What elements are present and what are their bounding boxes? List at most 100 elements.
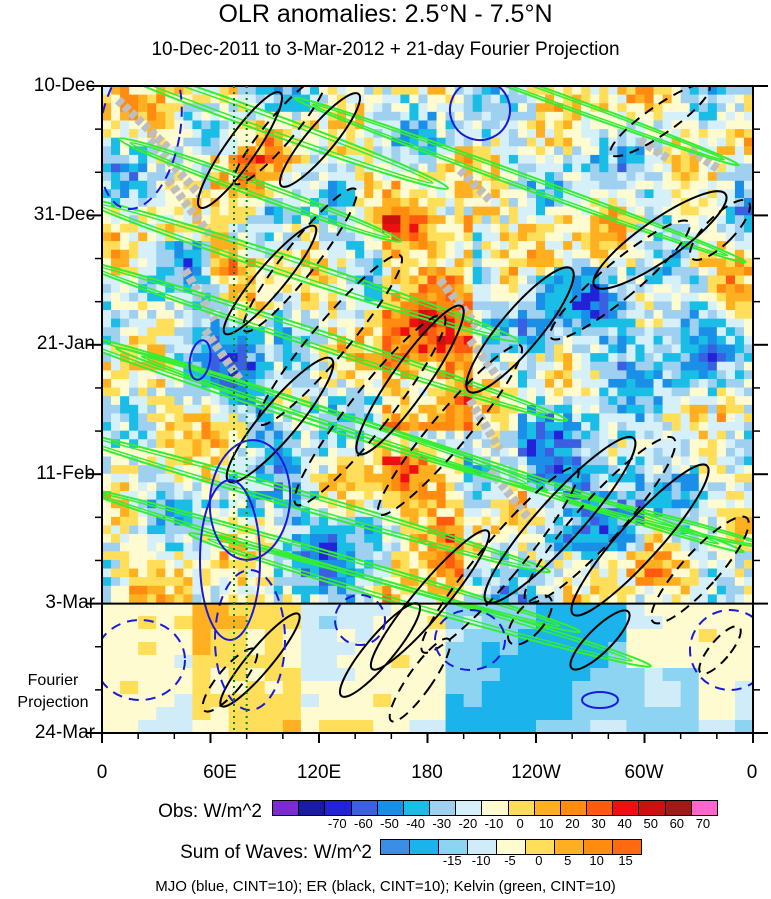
chart-subtitle: 10-Dec-2011 to 3-Mar-2012 + 21-day Fouri… <box>151 39 620 60</box>
er-contour <box>483 435 637 605</box>
y-tick-label: 11-Feb <box>36 463 95 484</box>
mjo-contour <box>214 569 286 711</box>
missing-data-streak <box>181 267 219 323</box>
colorbar-swatch <box>468 840 497 854</box>
waves-colorbar-tick: -15 <box>442 853 462 868</box>
obs-colorbar-tick: 50 <box>643 816 658 831</box>
er-contour <box>609 86 711 158</box>
colorbar-swatch <box>534 801 561 815</box>
colorbar-swatch <box>482 801 509 815</box>
obs-colorbar-tick: -10 <box>484 816 504 831</box>
missing-data-streak <box>201 327 244 383</box>
mjo-contour <box>689 609 753 691</box>
missing-data-streak <box>456 166 494 204</box>
colorbar-swatch <box>584 840 613 854</box>
obs-colorbar-tick: -20 <box>458 816 478 831</box>
chart-title: OLR anomalies: 2.5°N - 7.5°N <box>218 0 553 28</box>
obs-colorbar-tick: -60 <box>354 816 373 831</box>
colorbar-swatch <box>613 801 640 815</box>
missing-data-streak <box>164 177 214 238</box>
obs-colorbar-tick: -40 <box>406 816 426 831</box>
colorbar-swatch <box>456 801 483 815</box>
er-contour <box>376 343 524 517</box>
kelvin-contour <box>102 203 503 337</box>
waves-colorbar-tick: 5 <box>564 853 572 868</box>
kelvin-contour <box>102 86 449 191</box>
er-contour <box>242 187 358 333</box>
x-tick-label: 0 <box>746 762 758 783</box>
mjo-contour <box>449 86 511 141</box>
er-contour <box>222 224 318 336</box>
obs-colorbar-tick: -30 <box>432 816 452 831</box>
colorbar-swatch <box>587 801 614 815</box>
kelvin-contour <box>293 96 747 264</box>
colorbar-swatch <box>403 801 431 815</box>
mjo-contour <box>208 439 292 561</box>
axes <box>87 85 768 743</box>
mjo-contour <box>434 609 506 671</box>
colorbar-swatch <box>560 801 588 815</box>
kelvin-contour <box>115 346 745 554</box>
er-contour <box>698 625 742 675</box>
er-contour <box>293 313 447 507</box>
kelvin-contour <box>102 426 551 574</box>
obs-colorbar <box>272 800 718 816</box>
x-tick-label: 0 <box>96 762 108 783</box>
missing-data-streak <box>114 96 174 154</box>
er-contour <box>256 253 404 427</box>
obs-colorbar-tick: -50 <box>380 816 399 831</box>
colorbar-swatch <box>691 801 717 815</box>
waves-colorbar-tick: -5 <box>504 853 516 868</box>
missing-data-streak <box>486 467 534 523</box>
kelvin-contour <box>140 355 720 545</box>
er-contour <box>219 612 301 708</box>
kelvin-contour <box>102 258 569 422</box>
waves-colorbar-tick: 10 <box>589 853 604 868</box>
er-contour <box>570 463 710 617</box>
y-tick-label: 21-Jan <box>36 333 95 354</box>
kelvin-contour <box>380 86 740 167</box>
mjo-contour <box>102 619 186 701</box>
er-contour <box>369 529 491 671</box>
colorbar-swatch <box>430 801 457 815</box>
kelvin-contour <box>129 141 391 239</box>
kelvin-contour <box>118 137 402 243</box>
mjo-contour <box>188 339 212 381</box>
mjo-contour <box>334 594 386 646</box>
colorbar-swatch <box>325 801 352 815</box>
er-contour <box>355 304 465 456</box>
er-contour <box>592 190 728 290</box>
colorbar-swatch <box>299 801 326 815</box>
obs-colorbar-tick: 60 <box>669 816 685 831</box>
colorbar-swatch <box>526 840 555 854</box>
mjo-contour <box>581 691 619 709</box>
x-tick-label: 180 <box>411 762 443 783</box>
missing-data-streak <box>466 337 504 383</box>
waves-colorbar-title: Sum of Waves: W/m^2 <box>180 842 372 863</box>
colorbar-swatch <box>639 801 666 815</box>
contour-caption: MJO (blue, CINT=10); ER (black, CINT=10)… <box>155 878 616 895</box>
colorbar-swatch <box>273 801 300 815</box>
obs-colorbar-tick: 20 <box>565 816 580 831</box>
wave-contours <box>102 86 753 723</box>
missing-data-streak <box>637 136 673 164</box>
kelvin-contour <box>102 486 581 634</box>
obs-colorbar-tick: 0 <box>516 816 524 831</box>
colorbar-swatch <box>555 840 584 854</box>
er-contour <box>197 91 283 209</box>
x-tick-label: 60E <box>203 762 237 783</box>
waves-colorbar-tick: 0 <box>535 853 543 868</box>
kelvin-contour <box>102 265 549 415</box>
er-contour <box>225 356 335 484</box>
colorbar-swatch <box>613 840 641 854</box>
colorbar-swatch <box>377 801 404 815</box>
er-contour <box>523 435 677 605</box>
forecast-label: Fourier Projection <box>17 672 89 711</box>
er-contour <box>549 219 691 341</box>
colorbar-swatch <box>351 801 378 815</box>
obs-colorbar-tick: 40 <box>617 816 632 831</box>
y-tick-label: 3-Mar <box>45 592 95 613</box>
kelvin-contour <box>311 103 729 257</box>
missing-data-streak <box>687 146 723 174</box>
